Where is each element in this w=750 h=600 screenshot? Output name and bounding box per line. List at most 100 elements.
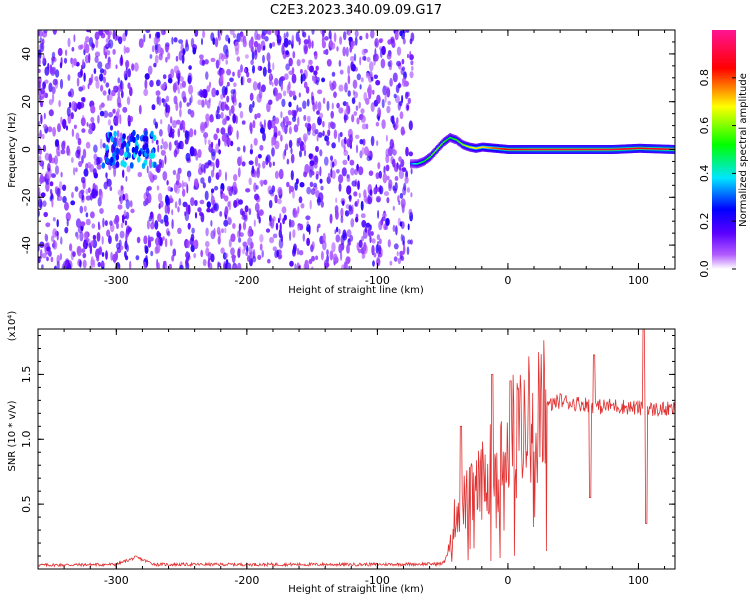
spectrogram-noise-cell bbox=[87, 83, 90, 90]
spectrogram-ridge-cell bbox=[527, 148, 530, 151]
spectrogram-noise-cell bbox=[363, 195, 368, 203]
spectrogram-noise-cell bbox=[202, 259, 207, 267]
spectrogram-noise-cell bbox=[177, 182, 182, 188]
spectrogram-noise-cell bbox=[173, 65, 179, 74]
spectrogram-ridge-cell bbox=[579, 148, 582, 151]
spectrogram-noise-cell bbox=[94, 55, 99, 64]
spectrogram-noise-cell bbox=[147, 239, 152, 248]
spectrogram-noise-cell bbox=[394, 181, 398, 192]
spectrogram-noise-cell bbox=[246, 71, 250, 78]
spectrogram-noise-cell bbox=[156, 230, 160, 238]
spectrogram-noise-cell bbox=[291, 34, 295, 45]
spectrogram-noise-cell bbox=[54, 155, 58, 165]
spectrogram-noise-cell bbox=[90, 240, 94, 247]
spectrogram-noise-cell bbox=[120, 222, 124, 229]
spectrogram-noise-cell bbox=[186, 240, 191, 249]
spectrogram-noise-cell bbox=[406, 53, 410, 59]
spectrogram-noise-cell bbox=[408, 208, 413, 216]
spectrogram-noise-cell bbox=[284, 73, 289, 80]
spectrogram-noise-cell bbox=[99, 68, 105, 74]
spectrogram-noise-cell bbox=[301, 58, 306, 64]
spectrogram-noise-cell bbox=[269, 42, 273, 49]
spectrogram-ridge-cell bbox=[633, 147, 635, 150]
spectrogram-noise-cell bbox=[257, 65, 261, 71]
spectrogram-noise-cell bbox=[169, 198, 174, 204]
spectrogram-noise-cell bbox=[200, 249, 204, 258]
spectrogram-noise-cell bbox=[235, 115, 238, 124]
spectrogram-noise-cell bbox=[175, 101, 179, 112]
colorbar-ticks: 0.0 0.2 0.4 0.6 0.8 bbox=[698, 69, 736, 278]
spectrogram-noise-cell bbox=[311, 241, 315, 250]
spectrogram-ridge-cell bbox=[411, 163, 413, 165]
spectrogram-noise-cell bbox=[172, 120, 177, 129]
spectrogram-noise-cell bbox=[157, 192, 163, 203]
spectrogram-noise-cell bbox=[232, 71, 235, 77]
spectrogram-noise-cell bbox=[299, 146, 305, 152]
spectrogram-ridge-cell bbox=[438, 145, 441, 148]
spectrogram-ridge-cell bbox=[608, 148, 610, 151]
spectrogram-plot-area bbox=[38, 30, 675, 269]
spectrogram-noise-cell bbox=[385, 134, 388, 142]
spectrogram-ridge-cell bbox=[647, 147, 650, 150]
spectrogram-noise-cell bbox=[282, 217, 285, 225]
spectrogram-noise-cell bbox=[174, 201, 178, 209]
spectrogram-noise-cell bbox=[402, 37, 406, 45]
spectrogram-noise-cell bbox=[138, 38, 144, 48]
spectrogram-noise-cell bbox=[60, 171, 63, 178]
spectrogram-noise-cell bbox=[225, 34, 230, 42]
spectrogram-noise-cell bbox=[272, 87, 278, 97]
spectrogram-noise-cell bbox=[50, 235, 55, 242]
spectrogram-noise-cell bbox=[286, 181, 290, 188]
spectrogram-noise-cell bbox=[359, 35, 363, 41]
spectrogram-noise-cell bbox=[296, 248, 300, 255]
spectrogram-noise-cell bbox=[204, 98, 207, 106]
spectrogram-ridge-cell bbox=[428, 156, 430, 159]
spectrogram-noise-cell bbox=[69, 101, 72, 109]
spectrogram-ridge-cell bbox=[616, 148, 618, 151]
spectrogram-noise-cell bbox=[364, 146, 369, 156]
spectrogram-noise-cell bbox=[380, 58, 386, 69]
spectrogram-ridge-cell bbox=[603, 148, 605, 151]
spectrogram-noise-cell bbox=[187, 222, 191, 230]
spectrogram-noise-cell bbox=[299, 150, 302, 158]
spectrogram-noise-cell bbox=[97, 196, 102, 207]
spectrogram-noise-cell bbox=[88, 77, 93, 86]
spectrogram-noise-cell bbox=[365, 97, 370, 105]
spectrogram-noise-cell bbox=[351, 97, 356, 105]
spectrogram-noise-cell bbox=[179, 108, 182, 118]
spectrogram-noise-cell bbox=[399, 111, 404, 120]
spectrogram-noise-cell bbox=[392, 185, 396, 191]
spectrogram-noise-cell bbox=[204, 134, 207, 146]
spectrogram-ridge-cell bbox=[536, 148, 539, 151]
spectrogram-noise-cell bbox=[181, 54, 185, 64]
spectrogram-noise-cell bbox=[160, 149, 166, 156]
spectrogram-ridge-cell bbox=[575, 148, 578, 151]
spectrogram-ridge-cell bbox=[467, 145, 470, 148]
spectrogram-ridge-cell bbox=[535, 148, 537, 151]
spectrogram-ridge-cell bbox=[599, 148, 601, 151]
spectrogram-noise-cell bbox=[237, 69, 241, 79]
spectrogram-ridge-cell bbox=[667, 148, 669, 150]
spectrogram-noise-cell bbox=[160, 119, 163, 125]
y-tick-label: -20 bbox=[20, 188, 33, 206]
spectrogram-noise-cell bbox=[372, 89, 375, 95]
spectrogram-noise-cell bbox=[378, 38, 383, 44]
spectrogram-noise-cell bbox=[229, 77, 234, 83]
spectrogram-noise-cell bbox=[353, 191, 358, 197]
spectrogram-noise-cell bbox=[376, 256, 381, 266]
spectrogram-noise-cell bbox=[70, 200, 76, 206]
spectrogram-hotspot-cell bbox=[132, 129, 136, 137]
spectrogram-noise-cell bbox=[161, 138, 164, 145]
spectrogram-noise-cell bbox=[224, 87, 228, 96]
spectrogram-noise-cell bbox=[94, 51, 101, 57]
spectrogram-noise-cell bbox=[355, 134, 360, 139]
spectrogram-noise-cell bbox=[303, 171, 308, 178]
spectrogram-noise-cell bbox=[232, 223, 236, 229]
spectrogram-ridge-cell bbox=[587, 148, 590, 151]
spectrogram-noise-cell bbox=[407, 223, 410, 231]
spectrogram-noise-cell bbox=[364, 226, 368, 233]
spectrogram-noise-cell bbox=[265, 154, 271, 163]
spectrogram-noise-cell bbox=[73, 124, 77, 129]
spectrogram-noise-cell bbox=[116, 130, 120, 138]
spectrogram-noise-cell bbox=[189, 128, 194, 138]
